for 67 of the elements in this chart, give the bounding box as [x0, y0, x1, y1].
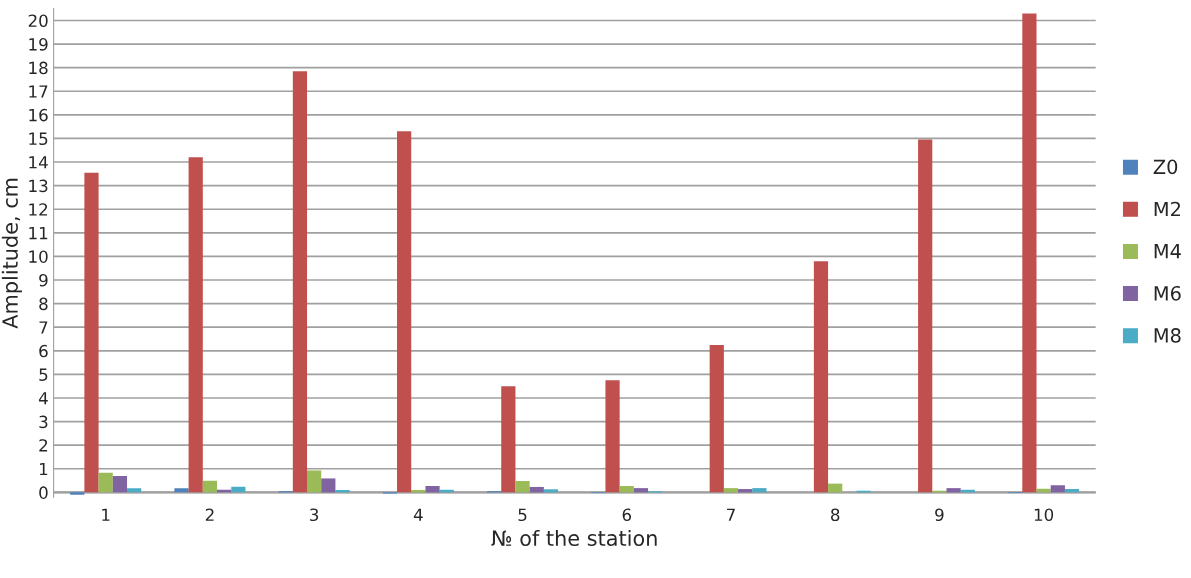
x-axis-title: № of the station [491, 529, 657, 546]
bar [70, 492, 85, 495]
y-tick-label: 11 [29, 227, 48, 240]
legend-label: M2 [1154, 201, 1181, 217]
y-tick-label: 8 [39, 297, 48, 311]
bar [188, 157, 203, 493]
bar [425, 485, 440, 493]
bar [112, 476, 128, 493]
legend-label: M8 [1154, 328, 1181, 343]
y-tick-label: 6 [39, 344, 48, 358]
x-tick-label: 10 [1034, 508, 1054, 522]
legend-label: M4 [1154, 244, 1181, 259]
x-tick-label: 9 [935, 508, 944, 522]
y-tick-label: 10 [29, 250, 48, 263]
bar [292, 71, 308, 493]
y-tick-label: 16 [29, 108, 48, 122]
y-axis-title: Amplitude, cm [1, 178, 22, 329]
x-tick-label: 1 [102, 508, 110, 521]
y-tick-label: 18 [29, 61, 48, 75]
y-tick-label: 5 [39, 368, 48, 381]
legend-label: M6 [1154, 285, 1181, 301]
y-tick-label: 4 [38, 392, 48, 405]
bar [98, 472, 113, 493]
bar [633, 488, 649, 493]
x-tick-label: 7 [727, 508, 735, 521]
bar [321, 478, 336, 493]
x-tick-label: 2 [205, 508, 214, 521]
y-tick-label: 12 [29, 203, 48, 216]
y-tick-label: 13 [29, 179, 48, 193]
bar [84, 172, 99, 493]
bar [515, 481, 530, 493]
y-tick-label: 20 [28, 14, 48, 28]
bar [918, 139, 933, 493]
bar [709, 344, 724, 493]
bar [543, 489, 559, 493]
bar [529, 486, 544, 493]
y-tick-label: 15 [29, 132, 48, 146]
y-tick-label: 17 [29, 85, 48, 98]
y-tick-label: 9 [39, 273, 48, 287]
bar [619, 485, 634, 493]
y-tick-label: 19 [29, 38, 48, 51]
bar [1022, 13, 1037, 493]
bar [307, 470, 322, 493]
bar [752, 488, 767, 493]
x-tick-label: 5 [518, 508, 527, 522]
y-tick-label: 2 [39, 439, 48, 452]
bar [127, 488, 142, 493]
y-tick-label: 3 [39, 415, 48, 429]
bar [946, 488, 961, 493]
x-tick-label: 4 [413, 508, 423, 521]
bar [174, 488, 189, 493]
bar [723, 488, 739, 493]
x-tick-label: 8 [831, 508, 840, 522]
x-tick-label: 3 [310, 508, 319, 522]
y-tick-label: 1 [39, 462, 48, 476]
bar [501, 386, 516, 493]
y-tick-label: 7 [39, 321, 48, 334]
bar [828, 483, 843, 493]
bar [1050, 485, 1065, 493]
bar [202, 480, 218, 493]
bar [397, 131, 412, 493]
bar [605, 380, 620, 493]
y-tick-label: 14 [29, 156, 48, 169]
y-tick-label: 0 [39, 486, 48, 499]
legend-label: Z0 [1153, 159, 1178, 175]
bar [813, 261, 829, 493]
x-tick-label: 6 [622, 508, 632, 522]
